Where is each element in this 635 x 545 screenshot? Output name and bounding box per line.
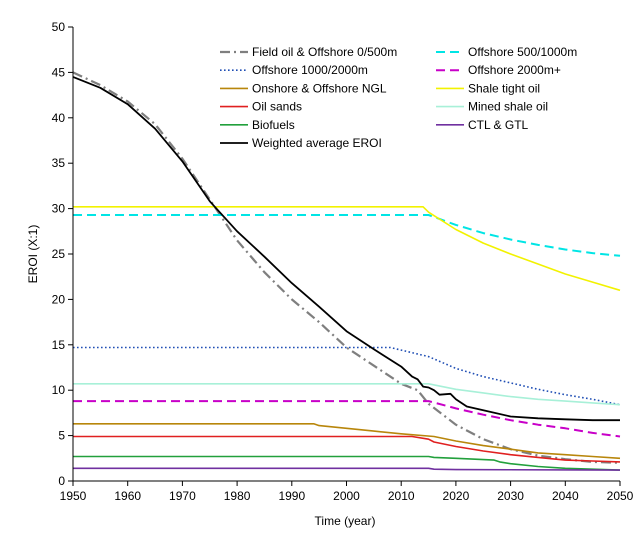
series-layer	[72, 71, 621, 471]
x-tick-label: 2040	[552, 489, 579, 503]
y-tick-label: 35	[52, 156, 66, 170]
series-line-offshore-2000m	[73, 400, 621, 438]
y-tick-label: 10	[52, 383, 66, 397]
y-tick-label: 30	[52, 202, 66, 216]
y-tick-label: 15	[52, 338, 66, 352]
y-tick-label: 0	[58, 474, 65, 488]
series-line-biofuels	[73, 455, 621, 471]
x-tick-label: 2010	[388, 489, 415, 503]
x-tick-label: 1970	[169, 489, 196, 503]
x-tick-label: 1990	[278, 489, 305, 503]
x-tick-label: 1980	[224, 489, 251, 503]
legend-label-oil-sands: Oil sands	[252, 100, 302, 114]
y-tick-label: 45	[52, 65, 66, 79]
series-line-weighted-average-eroi	[72, 76, 620, 422]
x-tick-label: 2030	[497, 489, 524, 503]
series-line-offshore-1000-2000m	[73, 346, 621, 406]
legend-label-offshore-500-1000m: Offshore 500/1000m	[468, 45, 577, 59]
x-tick-label: 2050	[607, 489, 634, 503]
y-axis-title: EROI (X:1)	[26, 225, 40, 284]
legend-label-shale-tight-oil: Shale tight oil	[468, 81, 540, 95]
legend-label-mined-shale-oil: Mined shale oil	[468, 100, 548, 114]
legend-label-biofuels: Biofuels	[252, 118, 295, 132]
series-line-offshore-500-1000m	[73, 214, 621, 257]
series-line-field-oil-offshore-0-500m	[72, 71, 621, 464]
series-line-onshore-offshore-ngl	[73, 423, 621, 460]
y-tick-label: 40	[52, 111, 66, 125]
y-tick-label: 20	[52, 292, 66, 306]
legend-label-offshore-1000-2000m: Offshore 1000/2000m	[252, 63, 368, 77]
series-line-ctl-gtl	[73, 467, 621, 471]
x-tick-label: 2020	[443, 489, 470, 503]
series-line-mined-shale-oil	[73, 383, 621, 406]
axes-layer: 0 5 10 15 20 25 30 35 40 45 50 1950 1960 1970 1980 1990…	[52, 20, 634, 503]
x-tick-label: 1950	[60, 489, 87, 503]
legend-label-field-oil-offshore-0-500m: Field oil & Offshore 0/500m	[252, 45, 397, 59]
legend-label-onshore-offshore-ngl: Onshore & Offshore NGL	[252, 81, 387, 95]
legend-label-offshore-2000m: Offshore 2000m+	[468, 63, 561, 77]
y-tick-label: 50	[52, 20, 66, 34]
legend-label-weighted-average-eroi: Weighted average EROI	[252, 136, 382, 150]
legend-label-ctl-gtl: CTL & GTL	[468, 118, 529, 132]
x-tick-label: 1960	[114, 489, 141, 503]
series-line-oil-sands	[73, 435, 621, 463]
legend: Field oil & Offshore 0/500m Offshore 500/…	[220, 45, 577, 150]
series-line-shale-tight-oil	[73, 206, 621, 292]
x-axis-title: Time (year)	[315, 514, 376, 528]
y-tick-label: 25	[52, 247, 66, 261]
y-tick-label: 5	[58, 429, 65, 443]
x-tick-label: 2000	[333, 489, 360, 503]
